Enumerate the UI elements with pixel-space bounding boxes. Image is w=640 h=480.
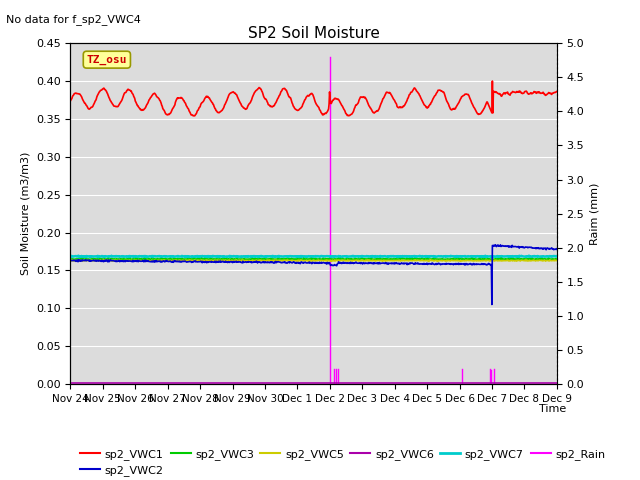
Text: No data for f_sp2_VWC4: No data for f_sp2_VWC4	[6, 14, 141, 25]
Legend: sp2_VWC1, sp2_VWC2, sp2_VWC3, sp2_VWC5, sp2_VWC6, sp2_VWC7, sp2_Rain: sp2_VWC1, sp2_VWC2, sp2_VWC3, sp2_VWC5, …	[76, 444, 609, 480]
Title: SP2 Soil Moisture: SP2 Soil Moisture	[248, 25, 380, 41]
Y-axis label: Raim (mm): Raim (mm)	[590, 182, 600, 245]
Y-axis label: Soil Moisture (m3/m3): Soil Moisture (m3/m3)	[20, 152, 30, 276]
Text: TZ_osu: TZ_osu	[86, 55, 127, 65]
X-axis label: Time: Time	[540, 405, 566, 414]
